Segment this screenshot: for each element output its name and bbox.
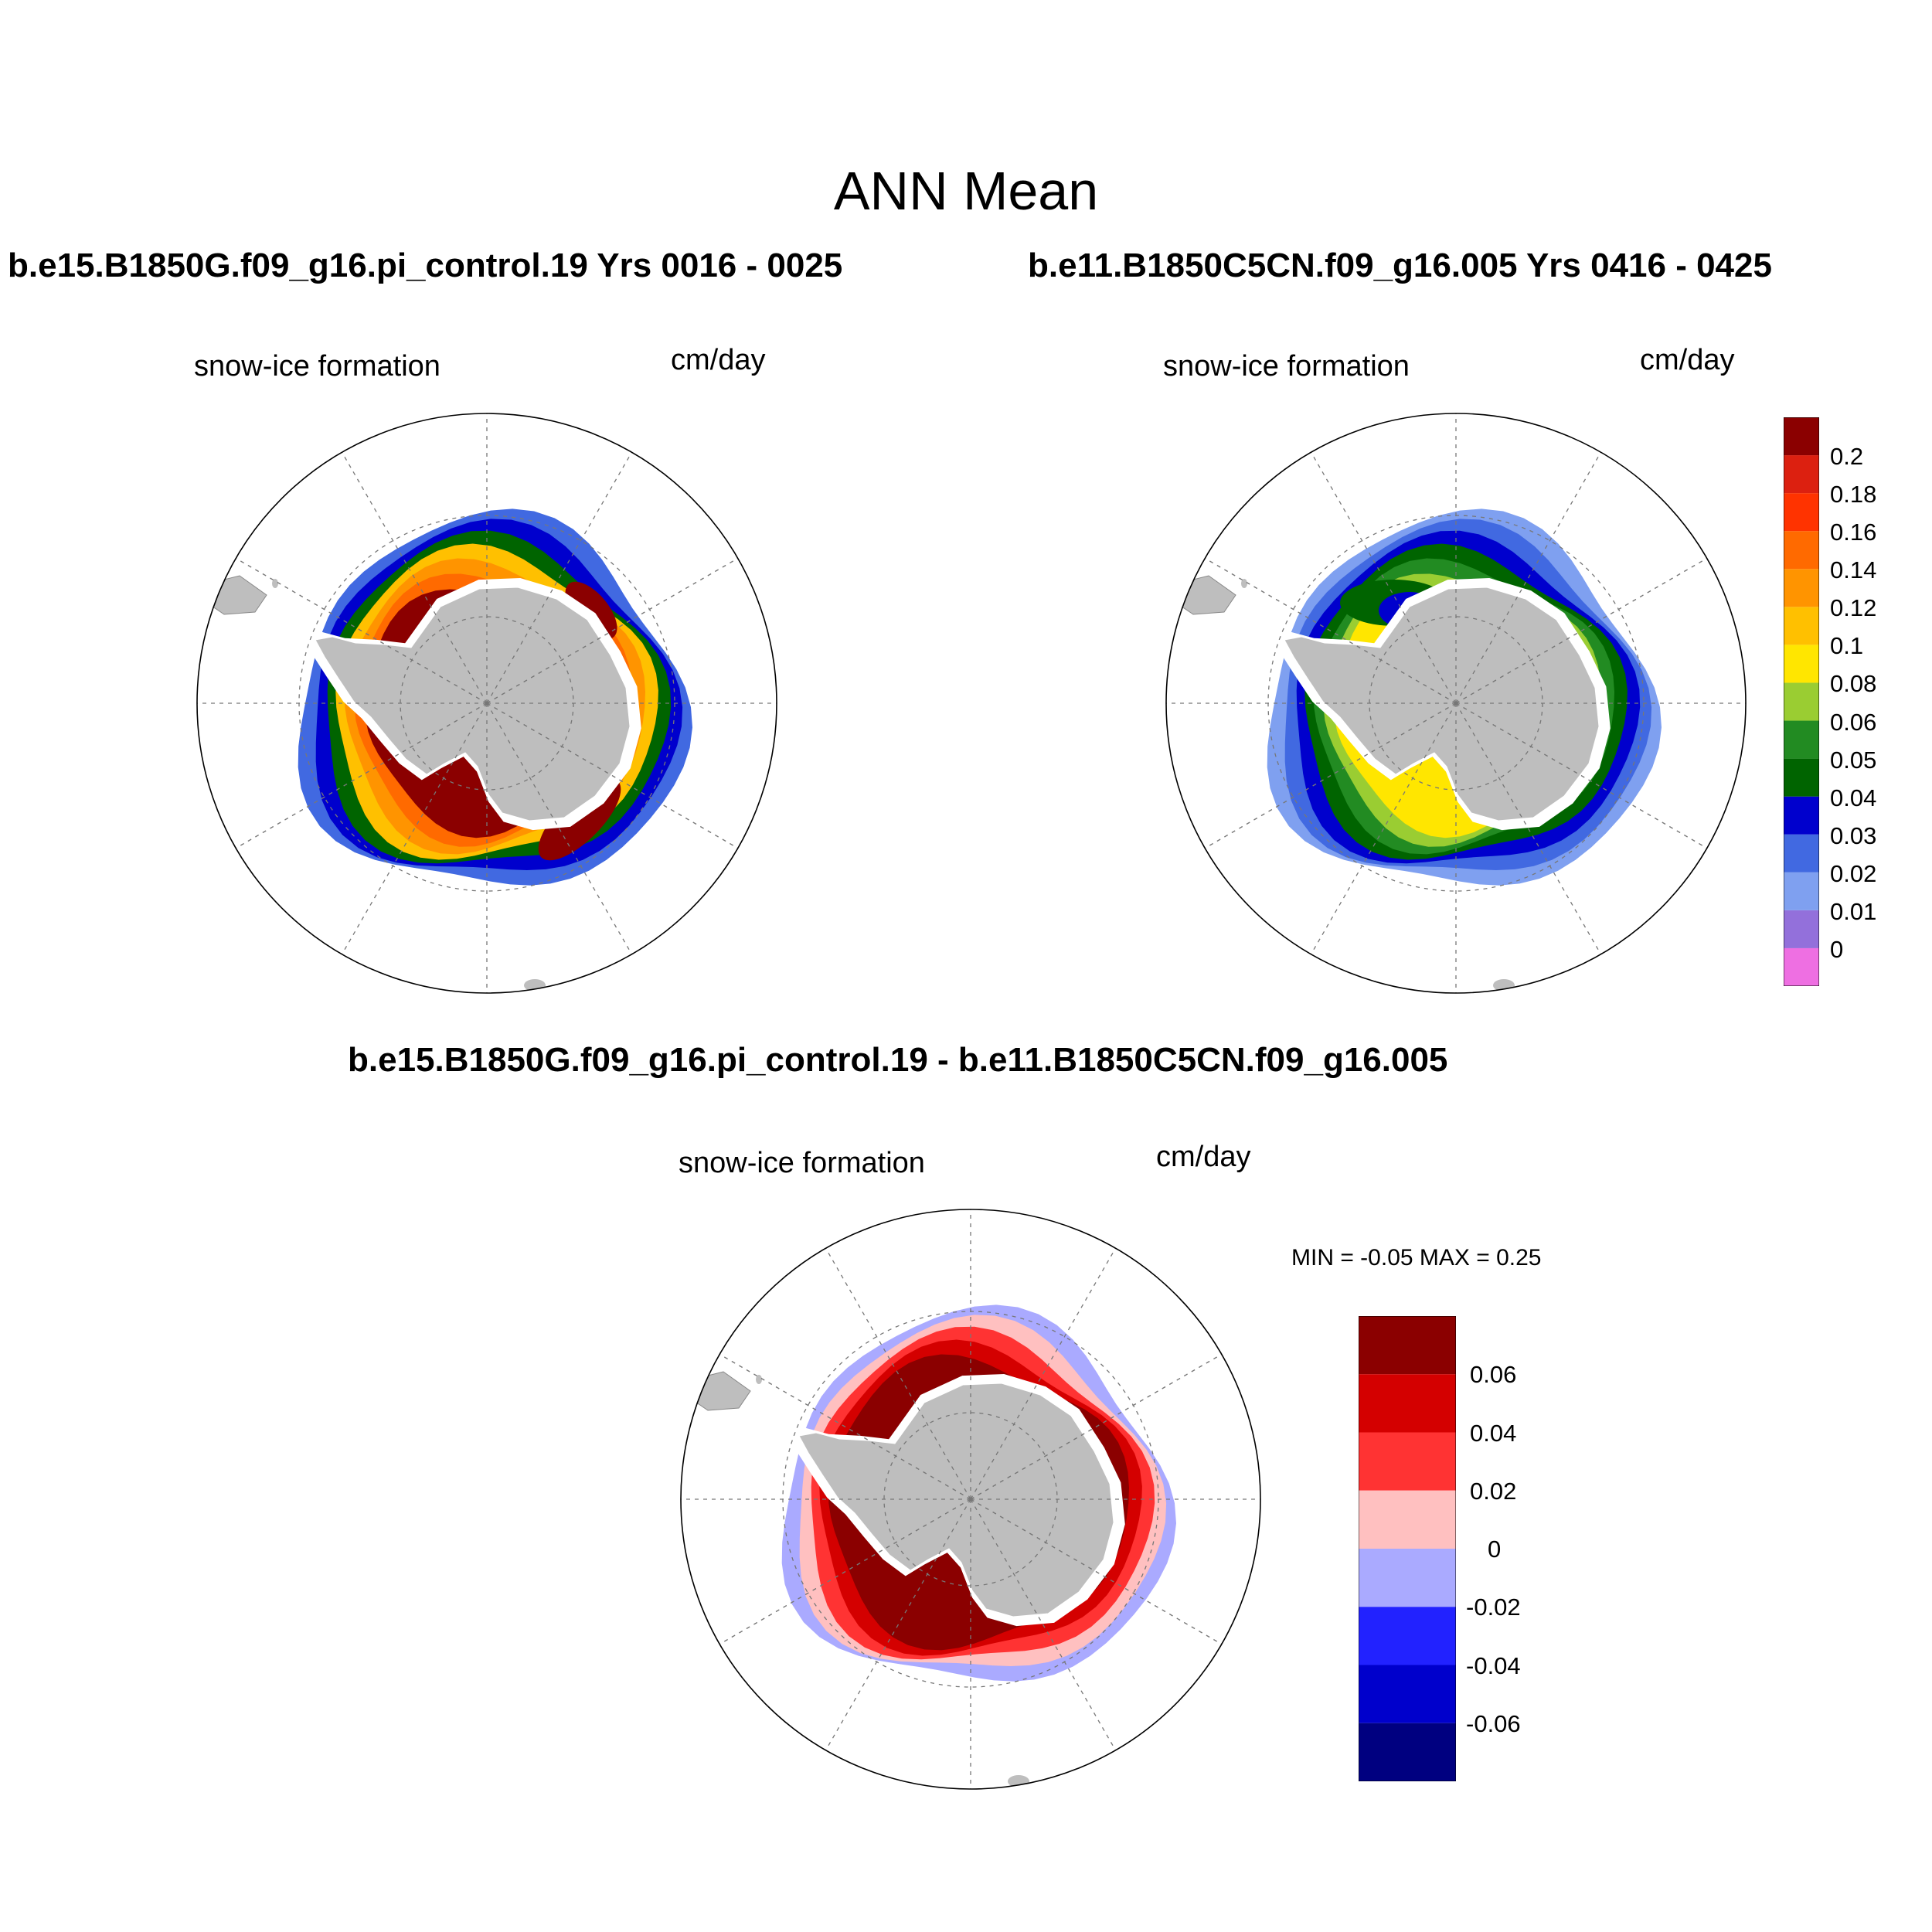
colorbar-main-tick-label: 0 (1830, 935, 1844, 963)
meridian (486, 702, 633, 955)
panel-3-units-label: cm/day (1156, 1141, 1251, 1173)
panel-3-map (680, 1209, 1261, 1790)
meridian (341, 702, 488, 955)
meridian (1455, 702, 1602, 955)
colorbar-diff-tick-label: 0.02 (1470, 1477, 1517, 1505)
colorbar-main-tick-label: 0.02 (1830, 859, 1877, 887)
meridian (719, 1353, 971, 1500)
antarctica-land (315, 587, 631, 821)
colorbar-main-swatch (1784, 796, 1819, 835)
colorbar-diff-swatch (1359, 1607, 1456, 1665)
panel-1-variable-label: snow-ice formation (194, 350, 440, 383)
meridian (1204, 702, 1457, 849)
panel-2-title: b.e11.B1850C5CN.f09_g16.005 Yrs 0416 - 0… (1028, 247, 1772, 284)
parallel (298, 515, 675, 892)
colorbar-main-swatch (1784, 607, 1819, 645)
meridian (486, 702, 739, 849)
map-border (680, 1209, 1261, 1790)
colorbar-main-tick-label: 0.18 (1830, 481, 1877, 509)
meridian (235, 557, 488, 704)
map-border (1165, 413, 1747, 994)
island (756, 1375, 762, 1384)
colorbar-main-tick-label: 0.2 (1830, 443, 1864, 471)
colorbar-diff-swatch (1359, 1723, 1456, 1781)
antarctica-land (1284, 587, 1600, 821)
colorbar-diff-swatch (1359, 1665, 1456, 1723)
colorbar-main-swatch (1784, 569, 1819, 607)
colorbar-main-tick-label: 0.01 (1830, 897, 1877, 925)
meridian (825, 1498, 971, 1751)
meridian (1455, 702, 1708, 849)
panel-3-title: b.e15.B1850G.f09_g16.pi_control.19 - b.e… (348, 1041, 1448, 1079)
colorbar-diff (1359, 1316, 1456, 1781)
parallel (782, 1311, 1159, 1688)
panel-1-title: b.e15.B1850G.f09_g16.pi_control.19 Yrs 0… (8, 247, 843, 284)
meridian (341, 451, 488, 704)
colorbar-diff-tick-label: 0.06 (1470, 1361, 1517, 1389)
colorbar-diff-swatch (1359, 1490, 1456, 1549)
colorbar-main-tick-label: 0.16 (1830, 519, 1877, 546)
colorbar-main-tick-label: 0.05 (1830, 746, 1877, 774)
colorbar-main-swatch (1784, 720, 1819, 759)
colorbar-main-swatch (1784, 872, 1819, 910)
meridian (825, 1247, 971, 1500)
colorbar-diff-swatch (1359, 1374, 1456, 1433)
colorbar-diff-tick-label: 0 (1488, 1536, 1502, 1563)
colorbar-main-swatch (1784, 682, 1819, 721)
panel-2-variable-label: snow-ice formation (1163, 350, 1410, 383)
island (272, 579, 278, 588)
meridian (970, 1498, 1223, 1645)
colorbar-main-tick-label: 0.03 (1830, 821, 1877, 849)
meridian (486, 451, 633, 704)
meridian (1455, 451, 1602, 704)
parallel (1267, 515, 1645, 892)
parallel (1369, 616, 1543, 791)
colorbar-diff-swatch (1359, 1432, 1456, 1491)
panel-2-units-label: cm/day (1640, 344, 1735, 376)
panel-1-map (196, 413, 777, 994)
colorbar-main-swatch (1784, 758, 1819, 797)
panel-2-map (1165, 413, 1747, 994)
antarctica-land (798, 1383, 1114, 1617)
colorbar-main-swatch (1784, 417, 1819, 456)
meridian (1455, 557, 1708, 704)
meridian (235, 702, 488, 849)
parallel (400, 616, 574, 791)
colorbar-main-swatch (1784, 455, 1819, 494)
panel-3-min-max-stats: MIN = -0.05 MAX = 0.25 (1291, 1245, 1542, 1270)
meridian (1204, 557, 1457, 704)
colorbar-diff-tick-label: 0.04 (1470, 1419, 1517, 1447)
colorbar-main-swatch (1784, 947, 1819, 986)
island (1241, 579, 1247, 588)
colorbar-main-swatch (1784, 910, 1819, 948)
page-title: ANN Mean (833, 161, 1099, 221)
colorbar-diff-swatch (1359, 1549, 1456, 1607)
colorbar-diff-tick-label: -0.06 (1466, 1709, 1521, 1737)
colorbar-diff-swatch (1359, 1316, 1456, 1375)
map-border (196, 413, 777, 994)
colorbar-diff-tick-label: -0.04 (1466, 1651, 1521, 1679)
panel-1-units-label: cm/day (671, 344, 766, 376)
colorbar-main-swatch (1784, 531, 1819, 570)
colorbar-main-tick-label: 0.1 (1830, 632, 1864, 660)
colorbar-main-tick-label: 0.14 (1830, 556, 1877, 584)
colorbar-main-tick-label: 0.06 (1830, 708, 1877, 736)
colorbar-main-swatch (1784, 645, 1819, 683)
colorbar-main-swatch (1784, 834, 1819, 872)
colorbar-main-tick-label: 0.04 (1830, 784, 1877, 811)
colorbar-main-tick-label: 0.12 (1830, 594, 1877, 622)
colorbar-main-swatch (1784, 493, 1819, 532)
meridian (970, 1353, 1223, 1500)
meridian (970, 1498, 1117, 1751)
meridian (1310, 451, 1457, 704)
parallel (883, 1412, 1058, 1587)
meridian (970, 1247, 1117, 1500)
colorbar-main-tick-label: 0.08 (1830, 670, 1877, 698)
colorbar-main (1784, 417, 1819, 986)
panel-3-variable-label: snow-ice formation (679, 1147, 925, 1179)
meridian (1310, 702, 1457, 955)
meridian (486, 557, 739, 704)
meridian (719, 1498, 971, 1645)
colorbar-diff-tick-label: -0.02 (1466, 1594, 1521, 1621)
